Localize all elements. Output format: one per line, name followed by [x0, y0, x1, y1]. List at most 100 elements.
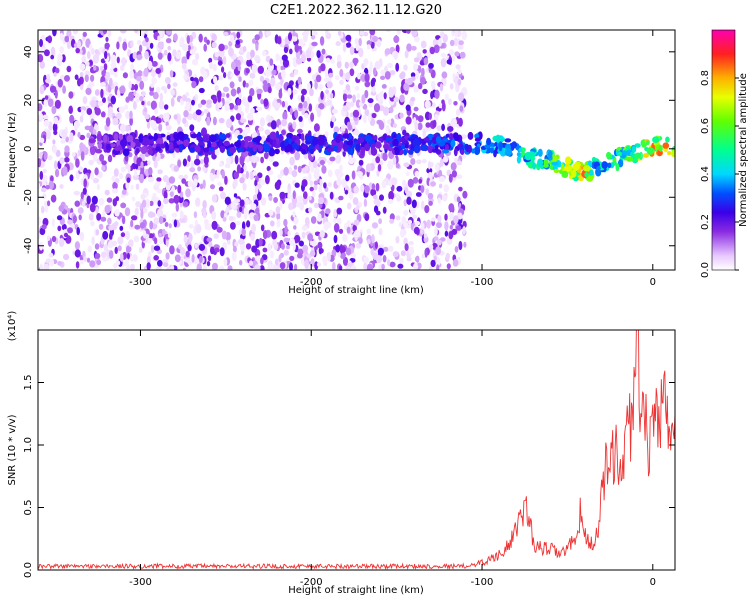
heatmap-cell	[451, 55, 456, 62]
heatmap-cell	[368, 102, 373, 108]
heatmap-cell	[81, 200, 86, 207]
heatmap-cell	[408, 246, 415, 256]
heatmap-cell	[458, 117, 463, 127]
heatmap-cell	[55, 168, 60, 178]
heatmap-cell	[446, 59, 452, 65]
heatmap-cell	[118, 36, 122, 43]
heatmap-cell	[337, 54, 341, 62]
heatmap-cell	[265, 30, 272, 37]
ridge-cell	[301, 144, 308, 150]
heatmap-cell	[79, 166, 84, 173]
heatmap-cell	[165, 125, 172, 131]
heatmap-cell	[38, 103, 43, 112]
heatmap-cell	[399, 94, 405, 103]
ridge-cell	[103, 134, 108, 144]
heatmap-cell	[233, 171, 239, 179]
ridge-cell	[631, 146, 637, 153]
heatmap-cell	[158, 216, 164, 225]
heatmap-cell	[43, 99, 48, 108]
heatmap-cell	[56, 215, 63, 221]
heatmap-cell	[352, 109, 360, 118]
heatmap-cell	[250, 203, 257, 211]
colorbar-tick-label: 0.4	[700, 166, 711, 182]
figure-title: C2E1.2022.362.11.12.G20	[270, 3, 442, 18]
ridge-cell	[511, 141, 518, 149]
heatmap-cell	[113, 168, 119, 177]
heatmap-cell	[414, 64, 419, 70]
heatmap-cell	[206, 99, 212, 105]
heatmap-cell	[404, 243, 409, 252]
ridge-cell	[399, 137, 406, 143]
ridge-cell	[370, 147, 378, 156]
heatmap-cell	[175, 51, 181, 60]
heatmap-cell	[150, 245, 155, 253]
heatmap-cell	[284, 225, 288, 235]
heatmap-cell	[91, 236, 95, 246]
heatmap-cell	[173, 114, 178, 120]
heatmap-cell	[387, 119, 392, 125]
heatmap-cell	[280, 65, 286, 71]
ridge-cell	[553, 168, 560, 174]
heatmap-cell	[102, 97, 106, 103]
heatmap-cell	[254, 185, 259, 195]
heatmap-cell	[47, 200, 51, 207]
heatmap-cell	[74, 249, 81, 258]
heatmap-cell	[220, 191, 226, 200]
heatmap-cell	[208, 57, 213, 64]
heatmap-cell	[170, 265, 175, 270]
heatmap-cell	[217, 60, 223, 66]
heatmap-cell	[88, 159, 94, 166]
heatmap-cell	[387, 62, 393, 69]
heatmap-cell	[233, 193, 238, 198]
heatmap-cell	[413, 106, 419, 112]
heatmap-cell	[107, 106, 113, 116]
heatmap-cell	[143, 107, 148, 112]
heatmap-cell	[114, 221, 119, 227]
heatmap-cell	[307, 66, 312, 74]
heatmap-cell	[135, 201, 141, 208]
heatmap-cell	[253, 214, 259, 222]
heatmap-cell	[430, 259, 436, 268]
ridge-cell	[211, 142, 217, 148]
heatmap-cell	[88, 213, 94, 221]
heatmap-cell	[251, 64, 258, 74]
heatmap-cell	[230, 200, 237, 210]
heatmap-cell	[458, 40, 464, 46]
heatmap-cell	[193, 178, 198, 187]
ridge-cell	[384, 137, 393, 142]
heatmap-cell	[275, 53, 279, 62]
ridge-cell	[547, 150, 553, 159]
heatmap-cell	[176, 115, 181, 125]
heatmap-cell	[432, 119, 437, 128]
heatmap-cell	[216, 169, 220, 179]
heatmap-cell	[249, 260, 253, 266]
heatmap-cell	[251, 223, 256, 233]
heatmap-cell	[218, 265, 225, 270]
ridge-cell	[596, 165, 601, 171]
heatmap-cell	[343, 89, 348, 94]
heatmap-cell	[64, 157, 70, 163]
heatmap-cell	[129, 110, 133, 120]
heatmap-cell	[115, 196, 120, 202]
heatmap-cell	[39, 61, 45, 69]
heatmap-cell	[246, 51, 252, 61]
heatmap-cell	[463, 241, 467, 248]
heatmap-cell	[392, 123, 397, 128]
heatmap-cell	[86, 195, 91, 205]
heatmap-cell	[399, 112, 404, 119]
heatmap-cell	[241, 228, 246, 237]
heatmap-cell	[128, 91, 134, 102]
heatmap-cell	[127, 163, 131, 174]
heatmap-cell	[388, 190, 394, 201]
heatmap-cell	[448, 173, 453, 183]
heatmap-cell	[112, 181, 118, 190]
spectrogram-ylabel: Frequency (Hz)	[7, 112, 18, 188]
heatmap-cell	[363, 31, 369, 37]
heatmap-cell	[246, 157, 250, 163]
heatmap-cell	[274, 258, 279, 266]
ridge-cell	[516, 152, 521, 157]
heatmap-cell	[311, 41, 318, 47]
heatmap-cell	[293, 69, 298, 76]
heatmap-cell	[310, 112, 315, 122]
ridge-cell	[130, 140, 136, 148]
